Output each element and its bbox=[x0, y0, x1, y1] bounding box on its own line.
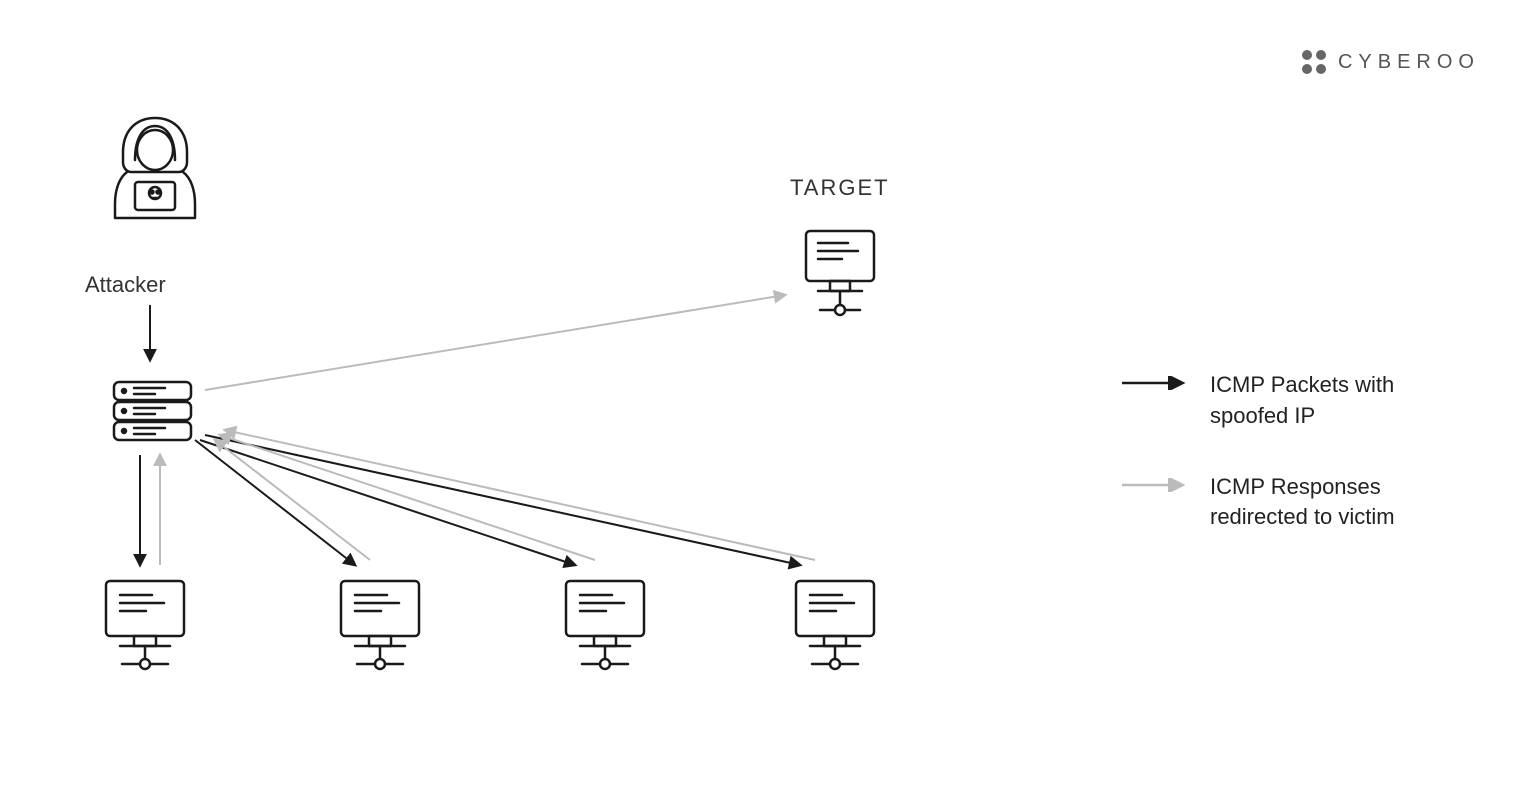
bot-computer-2-icon bbox=[335, 575, 425, 680]
attacker-label: Attacker bbox=[85, 272, 166, 298]
target-label: TARGET bbox=[790, 175, 890, 201]
legend-item-light: ICMP Responses redirected to victim bbox=[1120, 472, 1470, 534]
bot-computer-1-icon bbox=[100, 575, 190, 680]
logo-text: CYBEROO bbox=[1338, 51, 1480, 74]
legend: ICMP Packets with spoofed IP ICMP Respon… bbox=[1120, 370, 1470, 573]
arrow-dark-icon bbox=[1120, 376, 1190, 390]
arrow-light-icon bbox=[1120, 478, 1190, 492]
logo-dots-icon bbox=[1302, 50, 1326, 74]
legend-item-dark: ICMP Packets with spoofed IP bbox=[1120, 370, 1470, 432]
bot-computer-4-icon bbox=[790, 575, 880, 680]
attacker-icon bbox=[105, 110, 205, 235]
server-icon bbox=[110, 378, 195, 453]
bot-computer-3-icon bbox=[560, 575, 650, 680]
legend-light-text: ICMP Responses redirected to victim bbox=[1210, 472, 1470, 534]
target-computer-icon bbox=[800, 225, 880, 330]
brand-logo: CYBEROO bbox=[1302, 50, 1480, 74]
legend-dark-text: ICMP Packets with spoofed IP bbox=[1210, 370, 1470, 432]
